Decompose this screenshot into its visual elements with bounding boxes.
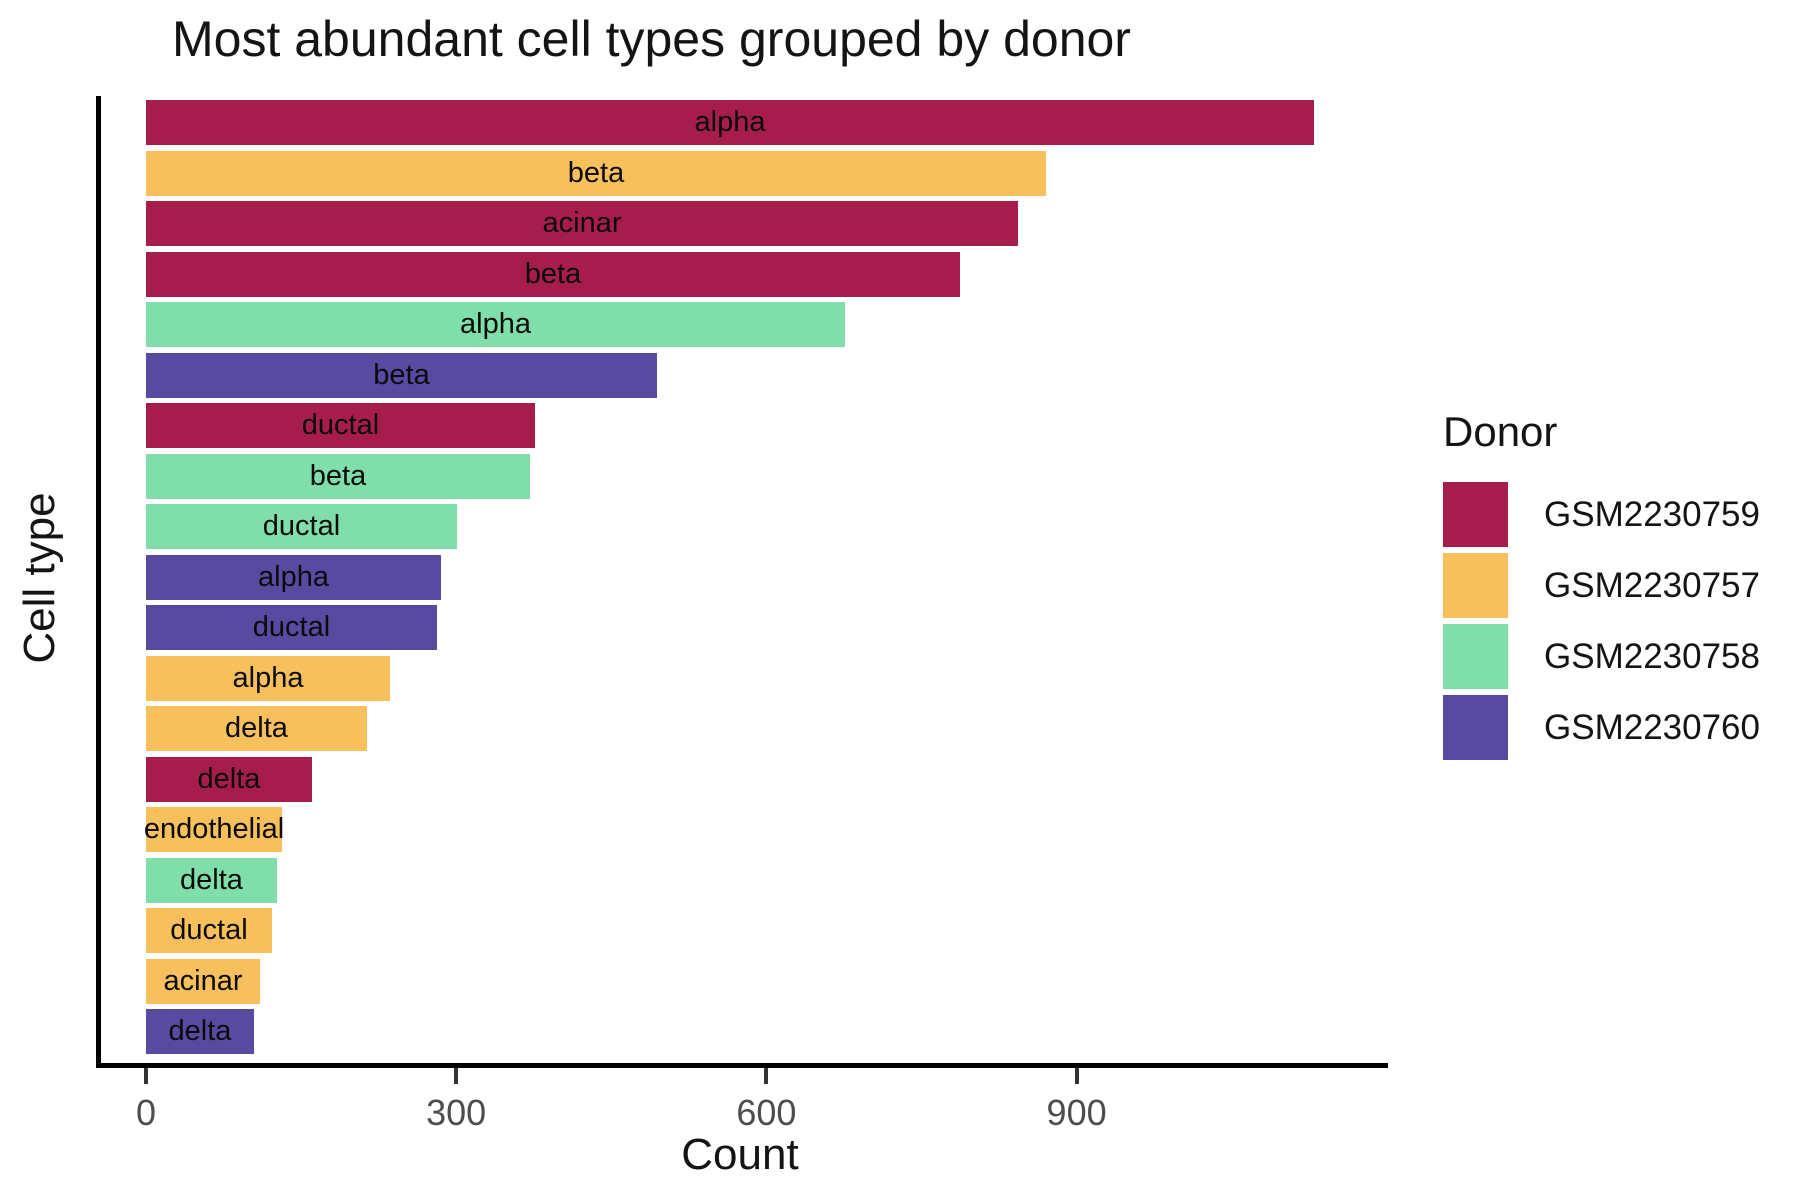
bar: ductal bbox=[146, 605, 437, 650]
x-axis-line bbox=[96, 1063, 1388, 1068]
bar-label: delta bbox=[180, 863, 243, 896]
bar: alpha bbox=[146, 302, 845, 347]
legend-title: Donor bbox=[1443, 408, 1558, 455]
bar: beta bbox=[146, 352, 657, 398]
bar: delta bbox=[146, 756, 312, 802]
x-tick-label: 600 bbox=[736, 1092, 797, 1133]
bar: delta bbox=[146, 1009, 254, 1054]
bar-label: beta bbox=[524, 257, 582, 290]
legend-label: GSM2230759 bbox=[1544, 494, 1760, 534]
bar-label: delta bbox=[168, 1015, 232, 1047]
bar: beta bbox=[146, 251, 960, 297]
bar-label: acinar bbox=[542, 207, 622, 239]
bar: ductal bbox=[146, 908, 272, 953]
bar: delta bbox=[146, 857, 277, 903]
bar-label: ductal bbox=[301, 409, 380, 441]
bar-label: alpha bbox=[460, 308, 531, 340]
legend-item: GSM2230757 bbox=[1443, 553, 1760, 618]
bar: alpha bbox=[146, 655, 390, 701]
bar-label: beta bbox=[309, 459, 367, 492]
legend-item: GSM2230760 bbox=[1443, 695, 1760, 760]
bar: ductal bbox=[146, 403, 535, 448]
legend-item: GSM2230759 bbox=[1443, 482, 1760, 547]
bar-label: delta bbox=[225, 712, 288, 744]
bar-label: ductal bbox=[252, 611, 331, 643]
bar-label: ductal bbox=[170, 914, 248, 946]
bar-label: beta bbox=[567, 156, 625, 189]
legend-items: GSM2230759 GSM2230757 GSM2230758 GSM2230760 bbox=[1443, 482, 1760, 760]
chart-title: Most abundant cell types grouped by dono… bbox=[172, 11, 1131, 67]
x-tick-mark bbox=[454, 1068, 459, 1084]
legend-swatch bbox=[1443, 482, 1508, 547]
x-tick-mark bbox=[144, 1068, 148, 1084]
bar: acinar bbox=[146, 958, 260, 1004]
bar: beta bbox=[146, 150, 1046, 196]
bar: acinar bbox=[146, 201, 1018, 246]
bar: ductal bbox=[146, 504, 457, 549]
legend-swatch bbox=[1443, 624, 1508, 689]
legend-item: GSM2230758 bbox=[1443, 624, 1760, 689]
x-tick-label: 900 bbox=[1046, 1092, 1107, 1133]
bar-label: ductal bbox=[262, 510, 341, 542]
legend-label: GSM2230758 bbox=[1544, 636, 1760, 676]
bar-label: beta bbox=[373, 358, 430, 391]
y-axis-title: Cell type bbox=[15, 492, 64, 664]
legend: Donor GSM2230759 GSM2230757 GSM2230758 GSM2… bbox=[1443, 408, 1760, 766]
bar-label: alpha bbox=[232, 661, 304, 694]
legend-swatch bbox=[1443, 553, 1508, 618]
legend-label: GSM2230757 bbox=[1544, 565, 1760, 605]
bar: beta bbox=[146, 453, 530, 499]
x-tick-label: 300 bbox=[426, 1092, 487, 1133]
bar: delta bbox=[146, 706, 367, 751]
x-tick-label: 0 bbox=[135, 1092, 157, 1133]
x-tick-mark bbox=[764, 1068, 769, 1084]
bar: endothelial bbox=[143, 807, 285, 852]
bar-label: delta bbox=[197, 762, 261, 795]
bar: alpha bbox=[146, 100, 1314, 145]
x-tick-mark bbox=[1074, 1068, 1079, 1084]
bar-label: alpha bbox=[258, 560, 329, 593]
legend-swatch bbox=[1443, 695, 1508, 760]
bar-label: endothelial bbox=[143, 813, 285, 845]
bar-label: acinar bbox=[163, 964, 243, 997]
bar-label: alpha bbox=[694, 106, 766, 138]
legend-label: GSM2230760 bbox=[1544, 707, 1760, 747]
x-axis-title: Count bbox=[681, 1130, 799, 1179]
bar: alpha bbox=[146, 554, 441, 600]
y-axis-line bbox=[96, 96, 101, 1068]
